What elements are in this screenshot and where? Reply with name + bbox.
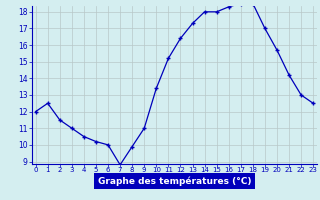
X-axis label: Graphe des températures (°C): Graphe des températures (°C) (98, 176, 251, 186)
